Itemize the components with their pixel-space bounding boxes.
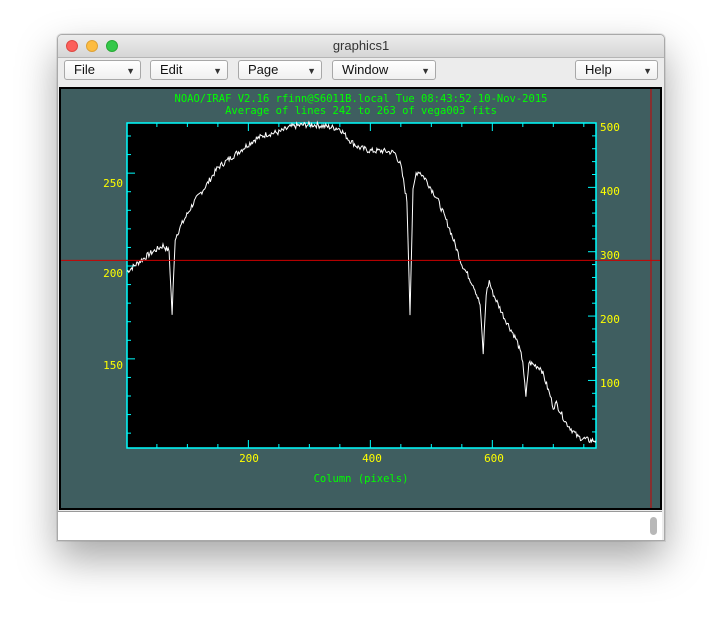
help-menu-label: Help bbox=[585, 62, 612, 77]
graphics-window: graphics1 File ▼ Edit ▼ Page ▼ Window ▼ … bbox=[57, 34, 665, 541]
plot-header-line1: NOAO/IRAF V2.16 rfinn@S6011B.local Tue 0… bbox=[175, 93, 548, 105]
chevron-down-icon: ▼ bbox=[307, 66, 316, 76]
spectrum-trace bbox=[126, 120, 597, 444]
plot-header-line2: Average of lines 242 to 263 of vega003 f… bbox=[225, 105, 497, 117]
edit-menu-button[interactable]: Edit ▼ bbox=[150, 60, 228, 80]
y-right-tick-label: 300 bbox=[600, 249, 620, 262]
window-menu-button[interactable]: Window ▼ bbox=[332, 60, 436, 80]
graphics-canvas[interactable]: NOAO/IRAF V2.16 rfinn@S6011B.local Tue 0… bbox=[61, 89, 660, 508]
graphics-canvas-frame: NOAO/IRAF V2.16 rfinn@S6011B.local Tue 0… bbox=[59, 87, 662, 510]
file-menu-button[interactable]: File ▼ bbox=[64, 60, 141, 80]
help-menu-button[interactable]: Help ▼ bbox=[575, 60, 658, 80]
zoom-button[interactable] bbox=[106, 40, 118, 52]
x-axis-label: Column (pixels) bbox=[314, 473, 409, 485]
close-button[interactable] bbox=[66, 40, 78, 52]
title-bar[interactable]: graphics1 bbox=[58, 35, 664, 58]
y-right-tick-label: 500 bbox=[600, 121, 620, 134]
edit-menu-label: Edit bbox=[160, 62, 183, 77]
scrollbar-thumb[interactable] bbox=[650, 517, 657, 535]
y-left-tick-label: 200 bbox=[103, 267, 123, 280]
status-bar bbox=[58, 511, 662, 540]
plot-svg: NOAO/IRAF V2.16 rfinn@S6011B.local Tue 0… bbox=[61, 89, 660, 508]
plot-area bbox=[126, 122, 597, 449]
y-right-tick-label: 200 bbox=[600, 313, 620, 326]
file-menu-label: File bbox=[74, 62, 95, 77]
x-tick-label: 600 bbox=[484, 452, 504, 465]
page-menu-button[interactable]: Page ▼ bbox=[238, 60, 322, 80]
minimize-button[interactable] bbox=[86, 40, 98, 52]
x-tick-label: 400 bbox=[362, 452, 382, 465]
y-left-tick-label: 150 bbox=[103, 359, 123, 372]
x-tick-label: 200 bbox=[239, 452, 259, 465]
chevron-down-icon: ▼ bbox=[126, 66, 135, 76]
chevron-down-icon: ▼ bbox=[643, 66, 652, 76]
page-menu-label: Page bbox=[248, 62, 279, 77]
y-left-tick-label: 250 bbox=[103, 177, 123, 190]
window-title: graphics1 bbox=[332, 38, 390, 53]
y-right-tick-label: 400 bbox=[600, 185, 620, 198]
window-menu-label: Window bbox=[342, 62, 389, 77]
chevron-down-icon: ▼ bbox=[213, 66, 222, 76]
y-right-tick-label: 100 bbox=[600, 377, 620, 390]
chevron-down-icon: ▼ bbox=[421, 66, 430, 76]
